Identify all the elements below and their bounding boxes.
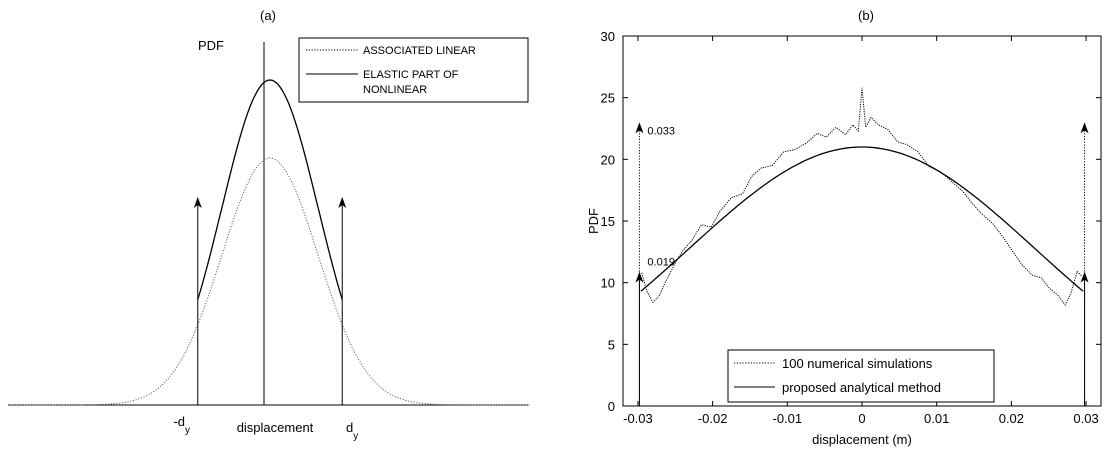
x-tick-label: -0.02 xyxy=(698,411,728,426)
panel-b-ylabel: PDF xyxy=(586,208,601,234)
panel-a-tick-pos-dy: dy xyxy=(346,420,358,442)
x-tick-label: -0.03 xyxy=(623,411,653,426)
panel-b-arrow-label: 0.033 xyxy=(647,125,675,137)
panel-a-legend-label-2: ELASTIC PART OF xyxy=(363,69,459,81)
panel-a: (a) PDF -dy displacement dy ASSOCIATED L… xyxy=(8,8,530,442)
panel-a-series-associated-linear xyxy=(10,157,530,406)
x-tick-label: 0.02 xyxy=(999,411,1024,426)
panel-b: (b) -0.03 -0.02 -0.01 0 0.01 0.02 0.03 0 5 10 15 20… xyxy=(586,8,1102,447)
panel-b-arrow-label: 0.019 xyxy=(647,257,675,269)
panel-b-ticks: -0.03 -0.02 -0.01 0 0.01 0.02 0.03 0 5 10 15 20 25 30 xyxy=(601,29,1101,426)
panel-a-series-elastic-nonlinear xyxy=(197,79,343,300)
panel-b-label: (b) xyxy=(858,8,874,23)
panel-b-legend-box xyxy=(727,349,995,403)
panel-a-legend: ASSOCIATED LINEAR ELASTIC PART OF NONLIN… xyxy=(298,37,529,103)
x-tick-label: 0.03 xyxy=(1073,411,1098,426)
x-tick-label: 0.01 xyxy=(924,411,949,426)
panel-a-xlabel: displacement xyxy=(237,420,314,435)
panel-a-legend-label-1: ASSOCIATED LINEAR xyxy=(363,45,476,57)
y-tick-label: 20 xyxy=(601,152,615,167)
x-tick-label: 0 xyxy=(858,411,865,426)
panel-b-arrow-0-head xyxy=(635,122,644,134)
y-tick-label: 30 xyxy=(601,29,615,44)
y-tick-label: 25 xyxy=(601,91,615,106)
panel-b-legend: 100 numerical simulations proposed analy… xyxy=(727,349,995,403)
y-tick-label: 10 xyxy=(601,276,615,291)
panel-b-legend-label-1: 100 numerical simulations xyxy=(782,356,933,371)
panel-a-plot xyxy=(10,79,530,406)
y-tick-label: 5 xyxy=(608,337,615,352)
y-tick-label: 15 xyxy=(601,214,615,229)
panel-b-plot: 0.033 0.019 xyxy=(635,87,1089,406)
panel-a-tick-neg-dy: -dy xyxy=(173,414,190,436)
x-tick-label: -0.01 xyxy=(772,411,802,426)
panel-b-series-simulations xyxy=(641,87,1083,306)
panel-b-arrow-3-head xyxy=(1080,122,1089,134)
panel-a-legend-box xyxy=(298,37,529,103)
panel-b-xlabel: displacement (m) xyxy=(812,432,912,447)
panel-a-y-label: PDF xyxy=(198,38,224,53)
panel-a-label: (a) xyxy=(260,8,276,23)
panel-a-arrow-right-head xyxy=(338,197,347,208)
panel-a-legend-label-2b: NONLINEAR xyxy=(363,84,427,96)
panel-a-arrow-left-head xyxy=(193,197,202,208)
y-tick-label: 0 xyxy=(608,399,615,414)
panel-b-series-analytical xyxy=(640,146,1084,292)
panel-b-legend-label-2: proposed analytical method xyxy=(782,380,941,395)
panel-b-arrow-1-head xyxy=(635,271,644,283)
